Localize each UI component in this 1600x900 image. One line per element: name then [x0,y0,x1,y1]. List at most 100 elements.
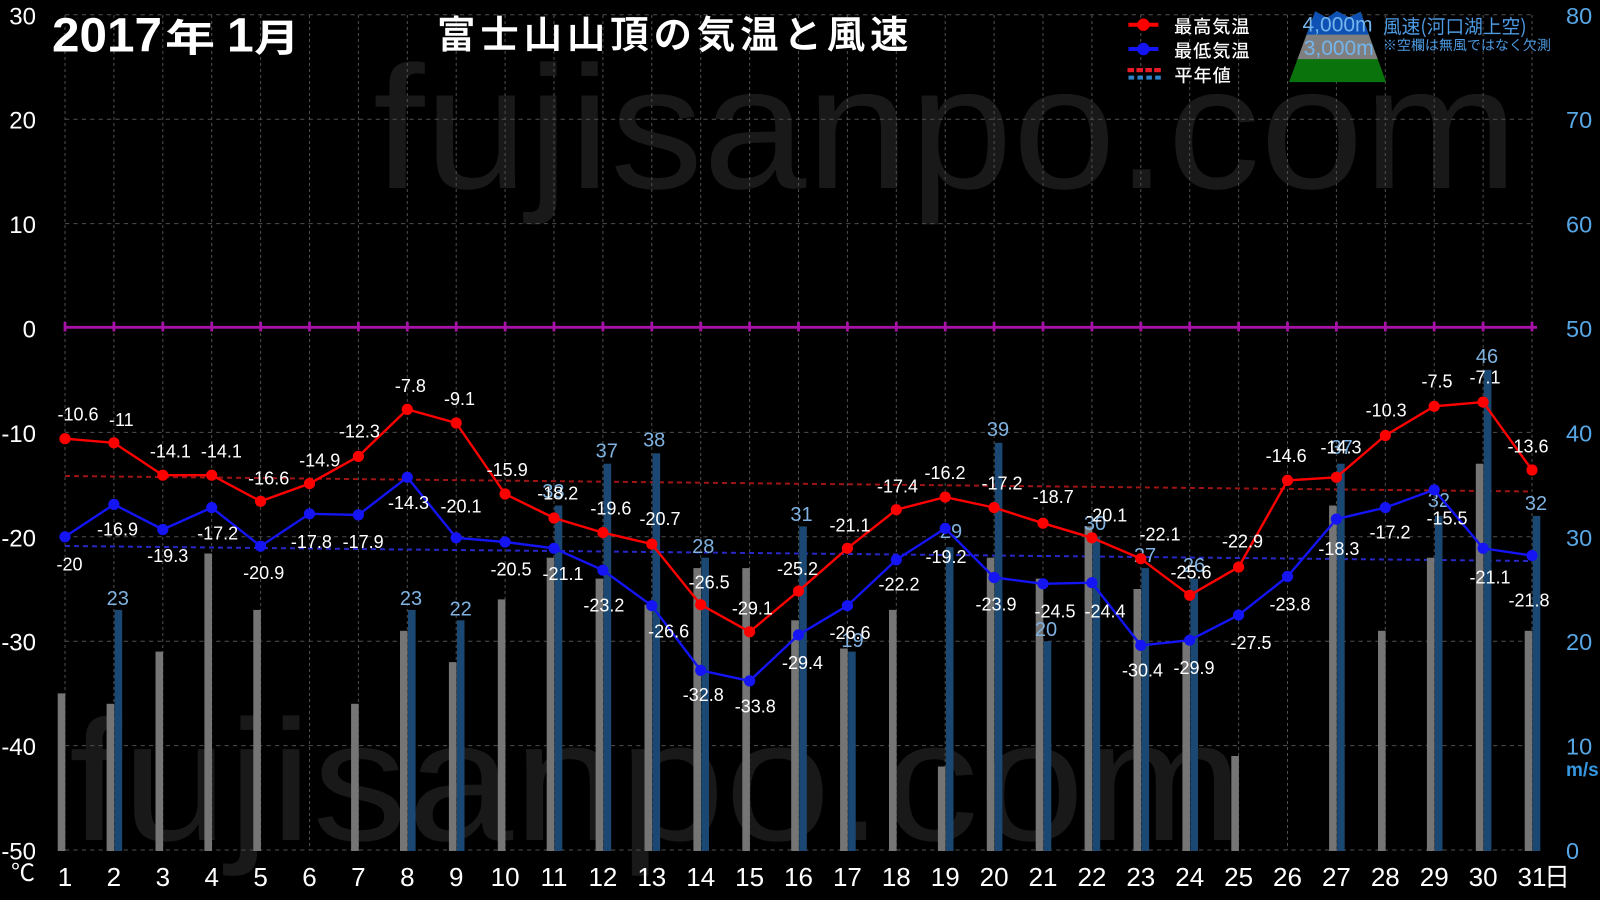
svg-text:19: 19 [841,630,863,652]
svg-text:-32.8: -32.8 [683,685,724,705]
svg-text:-17.8: -17.8 [291,532,332,552]
svg-text:8: 8 [400,862,414,892]
svg-text:-29.9: -29.9 [1173,658,1214,678]
svg-text:1: 1 [58,862,72,892]
svg-text:-19.6: -19.6 [590,499,631,519]
svg-text:23: 23 [1126,862,1155,892]
svg-text:32: 32 [1428,490,1450,512]
svg-text:-16.6: -16.6 [248,469,289,489]
svg-text:-40: -40 [1,734,36,761]
svg-text:-33.8: -33.8 [735,697,776,717]
svg-text:32: 32 [1525,493,1547,515]
svg-text:29: 29 [1420,862,1449,892]
svg-text:33: 33 [542,481,564,503]
svg-text:-11: -11 [109,410,134,430]
svg-text:23: 23 [107,588,129,610]
svg-text:-17.2: -17.2 [981,474,1022,494]
svg-text:-25.6: -25.6 [1170,562,1211,582]
svg-text:23: 23 [400,588,422,610]
svg-text:-7.8: -7.8 [395,376,426,396]
svg-text:10: 10 [1566,734,1592,760]
svg-text:-7.1: -7.1 [1469,367,1500,387]
svg-text:-18.7: -18.7 [1033,487,1074,507]
svg-text:37: 37 [1331,437,1353,459]
svg-text:10: 10 [491,862,520,892]
svg-text:20: 20 [1566,629,1592,655]
svg-text:-10.6: -10.6 [57,404,98,424]
svg-text:25: 25 [1224,862,1253,892]
svg-text:-14.1: -14.1 [150,441,191,461]
svg-text:-27.5: -27.5 [1230,633,1271,653]
svg-text:4: 4 [204,862,218,892]
svg-text:-30: -30 [1,630,36,657]
svg-text:-26.6: -26.6 [829,623,870,643]
svg-text:3,000m: 3,000m [1304,37,1374,60]
svg-text:-20.1: -20.1 [1086,506,1127,526]
svg-text:-50: -50 [1,839,36,866]
svg-text:-21.1: -21.1 [542,564,583,584]
svg-text:-26.6: -26.6 [648,622,689,642]
svg-text:-10: -10 [1,421,36,448]
svg-text:-14.1: -14.1 [201,441,242,461]
svg-text:13: 13 [637,862,666,892]
svg-text:-14.3: -14.3 [1320,437,1361,457]
svg-text:40: 40 [1566,420,1592,446]
svg-text:30: 30 [1084,513,1106,535]
svg-text:27: 27 [1322,862,1351,892]
svg-text:-22.9: -22.9 [1222,531,1263,551]
svg-text:80: 80 [1566,3,1592,29]
svg-text:-20: -20 [1,525,36,552]
svg-text:-22.2: -22.2 [878,574,919,594]
svg-text:3: 3 [156,862,170,892]
svg-text:1: 1 [227,10,254,63]
svg-text:-17.2: -17.2 [197,523,238,543]
svg-text:-18.3: -18.3 [1318,539,1359,559]
svg-text:14: 14 [686,862,715,892]
svg-text:-14.3: -14.3 [388,493,429,513]
svg-text:-14.9: -14.9 [299,450,340,470]
svg-text:28: 28 [1371,862,1400,892]
svg-text:12: 12 [588,862,617,892]
svg-text:-25.2: -25.2 [777,559,818,579]
svg-text:-18.2: -18.2 [537,484,578,504]
svg-text:-17.4: -17.4 [877,476,918,496]
svg-text:0: 0 [23,317,36,344]
svg-text:-20.9: -20.9 [243,563,284,583]
svg-text:5: 5 [253,862,267,892]
svg-text:-16.9: -16.9 [97,520,138,540]
svg-text:30: 30 [1566,525,1592,551]
svg-text:10: 10 [9,212,36,239]
svg-text:60: 60 [1566,212,1592,238]
svg-text:6: 6 [302,862,316,892]
svg-text:-26.5: -26.5 [689,573,730,593]
svg-text:-13.6: -13.6 [1507,436,1548,456]
svg-text:30: 30 [9,3,36,30]
svg-text:31: 31 [790,504,812,526]
svg-text:28: 28 [692,536,714,558]
svg-text:15: 15 [735,862,764,892]
svg-text:22: 22 [1077,862,1106,892]
svg-text:0: 0 [1566,838,1579,864]
svg-text:-15.9: -15.9 [487,460,528,480]
svg-text:-15.5: -15.5 [1426,508,1467,528]
svg-text:-29.1: -29.1 [732,599,773,619]
svg-text:-30.4: -30.4 [1122,660,1163,680]
svg-text:-20.5: -20.5 [490,559,531,579]
svg-text:-20: -20 [56,555,82,575]
svg-text:7: 7 [351,862,365,892]
svg-text:38: 38 [643,430,665,452]
svg-text:-12.3: -12.3 [339,421,380,441]
svg-text:-19.3: -19.3 [147,546,188,566]
svg-text:70: 70 [1566,107,1592,133]
svg-text:-24.5: -24.5 [1034,601,1075,621]
svg-text:20: 20 [1035,619,1057,641]
svg-text:39: 39 [987,419,1009,441]
svg-text:17: 17 [833,862,862,892]
svg-text:20: 20 [9,108,36,135]
svg-text:-17.9: -17.9 [343,532,384,552]
svg-text:m/s: m/s [1566,760,1599,781]
svg-text:-20.7: -20.7 [639,509,680,529]
svg-text:-20.1: -20.1 [440,496,481,516]
svg-text:46: 46 [1476,346,1498,368]
svg-text:-7.5: -7.5 [1421,371,1452,391]
